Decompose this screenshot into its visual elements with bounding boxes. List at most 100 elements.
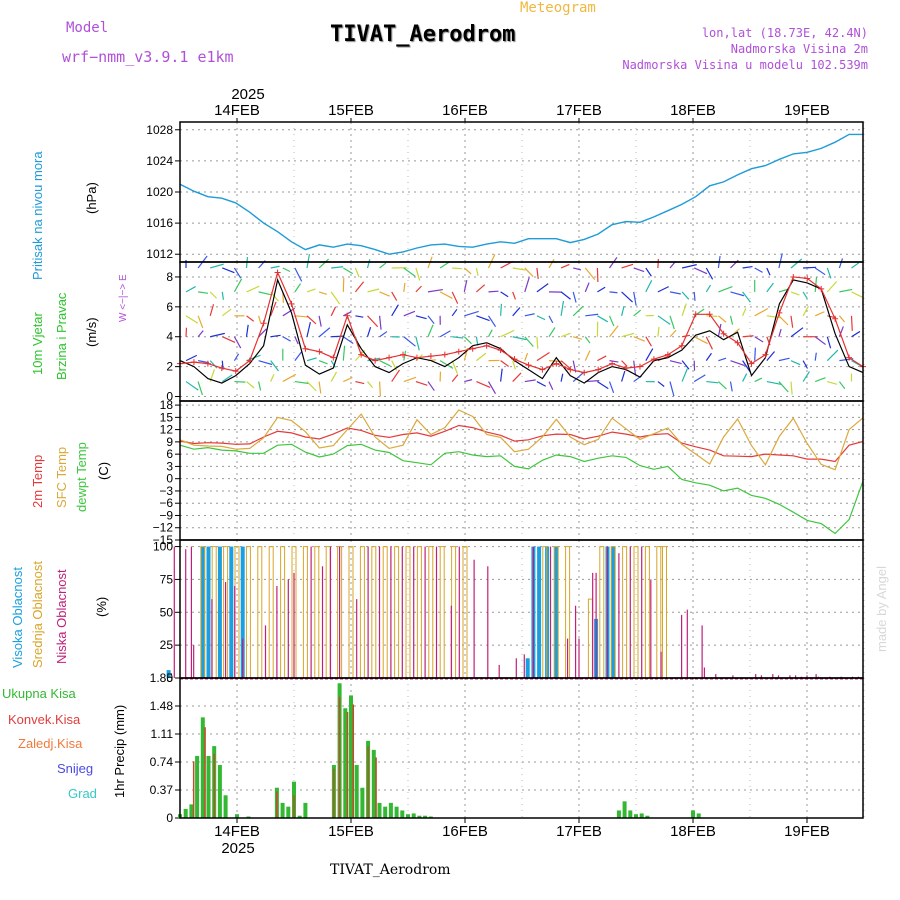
cloud-bar-low (310, 546, 312, 678)
cloud-bar-low (686, 609, 688, 678)
wind-barb (451, 308, 458, 317)
wind-barb (838, 315, 846, 323)
wind-barb (318, 291, 327, 295)
wind-barb (633, 309, 642, 317)
cloud-bar-low (234, 586, 236, 678)
wind-barb (185, 286, 196, 293)
precip-bar-total (645, 815, 650, 818)
wind-barb (210, 263, 224, 269)
wind-barb (294, 380, 309, 385)
gust-marker (204, 360, 211, 367)
wind-barb (221, 374, 233, 383)
wind-barb (282, 336, 291, 342)
wind-barb (524, 336, 534, 347)
precip-legend-0: Ukupna Kisa (2, 686, 76, 701)
gust-marker (553, 360, 560, 367)
cloud-bar-mid (268, 546, 274, 678)
wind-barb (790, 258, 803, 269)
wind-barb (778, 315, 789, 326)
y-tick-label: 50 (160, 605, 174, 619)
gust-marker (386, 354, 393, 361)
wind-barb (379, 331, 388, 338)
temp-ylabel-sfc: SFC Temp (54, 447, 69, 508)
gust-marker (274, 269, 281, 276)
gust-marker (734, 339, 741, 346)
wind-barb (427, 288, 443, 293)
wind-barb (524, 267, 534, 278)
cloud-bar-low (777, 675, 780, 678)
precip-bar-total (400, 810, 405, 818)
gust-marker (581, 369, 588, 376)
wind-barb (343, 376, 353, 383)
wind-barb (560, 373, 564, 382)
cloud-bar-mid (359, 546, 365, 678)
cloud-bar-low (339, 546, 341, 678)
date-bottom-label: 19FEB (784, 823, 830, 840)
gust-marker (232, 368, 239, 375)
cloud-bar-low (641, 546, 643, 678)
wind-barb (645, 267, 652, 277)
wind-barb (585, 313, 599, 317)
date-bottom-label: 16FEB (442, 823, 488, 840)
precip-bar-total (639, 813, 644, 818)
panel-frame (179, 539, 864, 679)
wind-barb (209, 360, 218, 369)
cloud-bar-low (450, 605, 452, 678)
wind-barb (609, 360, 619, 363)
model-label: Model (66, 20, 109, 36)
cloud-bar-mid (656, 546, 662, 678)
cloud-ylabel-low: Niska Oblacnost (54, 569, 69, 664)
cloud-bar-high (217, 546, 222, 678)
y-tick-label: 9 (166, 435, 173, 449)
y-tick-label: −12 (153, 521, 174, 535)
wind-barb (681, 264, 697, 269)
wind-barb (294, 351, 302, 362)
cloud-bar-mid (337, 546, 343, 678)
wind-barb (476, 381, 491, 388)
wind-barb (572, 305, 584, 317)
wind-barb (367, 315, 379, 328)
wind-barb (536, 283, 549, 293)
panel-3 (236, 401, 865, 540)
wind-barb (827, 380, 838, 385)
gust-marker (218, 365, 225, 372)
y-tick-label: 0.74 (150, 755, 174, 769)
wind-barb (209, 291, 217, 299)
wind-barb (318, 327, 331, 338)
wind-barb (294, 283, 301, 293)
cloud-bar-low (515, 658, 517, 678)
wind-barb (729, 381, 733, 392)
wind-barb (306, 315, 317, 325)
precip-bar-total (297, 815, 302, 818)
wind-barb (185, 381, 199, 391)
panel-frame (179, 677, 864, 819)
wind-barb (221, 308, 232, 317)
wind-barb (621, 332, 635, 338)
wind-ylabel-1: 10m Vjetar (30, 311, 45, 375)
cloud-unit: (%) (94, 597, 109, 617)
y-tick-label: 8 (166, 270, 173, 284)
wind-barb (512, 360, 516, 370)
cloud-bar-low (225, 582, 227, 678)
cloud-bar-low (567, 638, 569, 678)
cloud-bar-high (229, 546, 234, 678)
precip-legend-1: Konvek.Kisa (8, 712, 81, 727)
wind-barb (354, 281, 365, 293)
wind-barb (657, 381, 665, 387)
wind-barb (221, 291, 225, 300)
y-tick-label: 1.48 (150, 699, 174, 713)
wind-barb (379, 262, 387, 269)
wind-barb (560, 332, 571, 338)
wind-barb (258, 360, 273, 366)
y-tick-label: 1012 (146, 247, 173, 261)
wind-barb (379, 315, 382, 330)
cloud-bar-low (390, 546, 392, 678)
precip-bar-total (696, 813, 701, 818)
gust-marker (636, 363, 643, 370)
wind-barb (463, 280, 468, 293)
wind-barb (645, 336, 652, 347)
wind-barb (572, 291, 577, 303)
gust-marker (400, 351, 407, 358)
